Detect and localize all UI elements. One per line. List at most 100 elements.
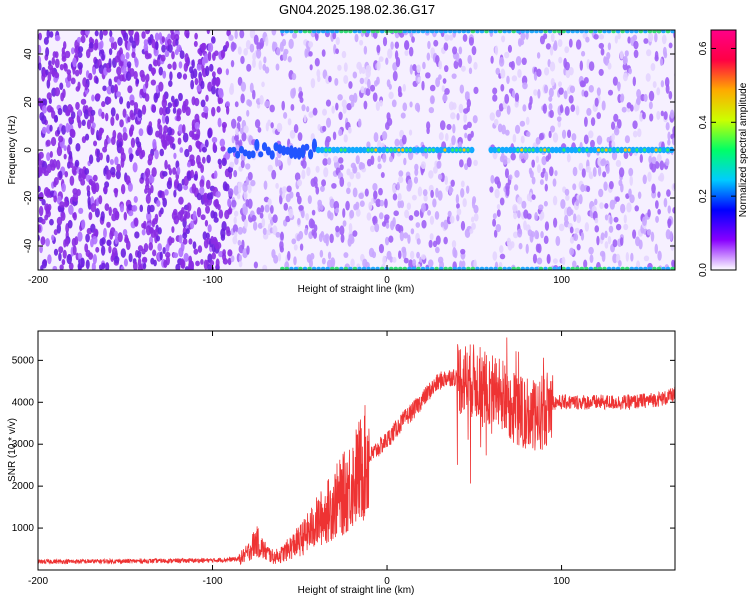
heatmap-cell [639,154,643,163]
heatmap-cell [289,129,296,139]
x-tick-label: -200 [28,275,48,286]
heatmap-cell [427,40,431,50]
heatmap-cell [401,148,405,152]
heatmap-cell [237,239,242,246]
heatmap-cell [269,205,274,214]
heatmap-cell [378,187,383,196]
heatmap-cell [511,30,516,34]
heatmap-cell [616,148,620,152]
heatmap-cell [352,71,358,79]
heatmap-cell [225,41,230,49]
heatmap-cell [600,47,605,56]
heatmap-cell [258,151,264,158]
heatmap-cell [470,266,476,270]
heatmap-cell [643,93,648,102]
heatmap-cell [579,266,585,270]
heatmap-cell [72,57,77,68]
heatmap-cell [246,63,252,72]
heatmap-cell [339,148,343,152]
heatmap-cell [542,103,547,114]
heatmap-cell [490,55,494,64]
heatmap-cell [537,243,542,254]
heatmap-cell [236,116,242,122]
heatmap-cell [573,213,577,223]
heatmap-cell [94,38,99,49]
heatmap-cell [349,209,355,219]
heatmap-cell [214,50,219,57]
heatmap-cell [429,84,436,92]
heatmap-cell [162,246,166,255]
heatmap-cell [102,85,107,92]
heatmap-cell [540,211,545,220]
heatmap-cell [645,73,651,82]
heatmap-cell [620,266,625,270]
heatmap-cell [65,81,71,88]
snr-frame [37,330,676,571]
heatmap-cell [94,30,99,37]
heatmap-cell [472,196,477,204]
heatmap-cell [165,243,170,253]
heatmap-cell [552,266,557,270]
heatmap-cell [298,266,303,270]
heatmap-cell [544,183,548,192]
heatmap-cell [252,221,258,231]
heatmap-cell [408,214,414,221]
heatmap-cell [566,153,571,163]
heatmap-cell [345,200,350,211]
heatmap-cell [554,170,558,177]
heatmap-cell [54,72,60,79]
heatmap-cell [250,179,256,187]
heatmap-cell [408,46,414,57]
heatmap-cell [54,87,61,97]
heatmap-cell [41,259,47,269]
heatmap-cell [215,258,220,268]
heatmap-cell [43,187,50,197]
heatmap-cell [446,146,452,154]
heatmap-cell [227,188,234,197]
heatmap-cell [232,224,239,234]
heatmap-cell [543,235,549,245]
heatmap-cell [623,151,629,159]
heatmap-cell [176,72,182,79]
heatmap-cell [492,146,498,154]
heatmap-cell [392,193,398,201]
heatmap-cell [39,191,44,201]
heatmap-cell [145,167,151,178]
heatmap-cell [116,163,122,173]
heatmap-cell [150,67,157,75]
heatmap-cell [74,159,80,168]
heatmap-cell [88,72,93,81]
heatmap-cell [162,197,167,208]
heatmap-cell [457,266,462,270]
heatmap-cell [101,101,106,108]
heatmap-cell [517,210,521,219]
heatmap-cell [192,241,197,250]
heatmap-cell [92,66,97,75]
heatmap-cell [321,179,327,187]
heatmap-cell [111,247,118,258]
heatmap-cell [525,31,529,40]
heatmap-cell [575,199,580,207]
heatmap-cell [68,150,73,160]
heatmap-cell [109,30,113,38]
heatmap-cell [512,204,518,212]
heatmap-cell [416,238,421,245]
heatmap-cell [195,154,201,165]
heatmap-cell [461,260,466,268]
heatmap-cell [234,156,239,165]
heatmap-cell [211,85,216,95]
heatmap-cell [495,223,502,233]
heatmap-cell [555,235,561,247]
heatmap-cell [249,30,256,39]
heatmap-cell [453,60,459,70]
heatmap-cell [311,266,317,270]
heatmap-cell [520,30,526,34]
heatmap-cell [75,85,80,92]
heatmap-cell [359,77,365,85]
heatmap-cell [392,70,398,82]
heatmap-cell [547,152,552,160]
heatmap-cell [381,130,388,141]
heatmap-cell [564,61,570,71]
heatmap-cell [426,127,430,135]
heatmap-cell [194,77,199,86]
